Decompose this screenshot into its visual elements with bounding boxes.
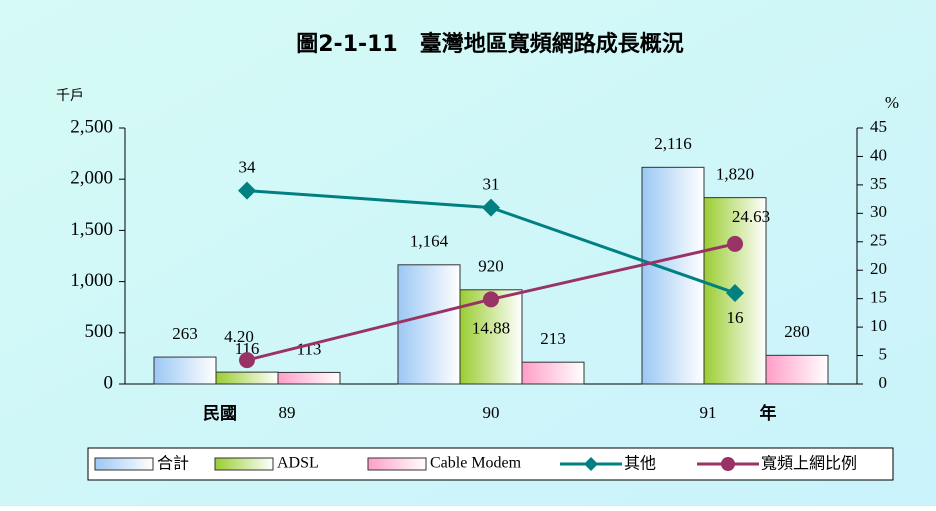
y-tick-label: 500: [85, 321, 114, 342]
y2-tick-label: 10: [870, 316, 887, 335]
bar: [277, 371, 341, 385]
x-tick-label: 89: [279, 403, 296, 422]
y2-tick-label: 35: [870, 174, 887, 193]
chart-title: 圖2-1-11 臺灣地區寬頻網路成長概況: [296, 31, 684, 57]
bar-label: 1,820: [716, 165, 754, 184]
legend-label: 寬頻上網比例: [761, 454, 857, 473]
bar-label: 1,164: [410, 232, 449, 251]
bar: [765, 354, 829, 385]
marker: [726, 283, 744, 302]
bar-label: 116: [235, 339, 260, 358]
y-tick-label: 1,500: [70, 219, 113, 240]
y2-tick-label: 15: [870, 288, 887, 307]
line-label: 14.88: [472, 318, 510, 337]
y2-tick-label: 30: [870, 202, 887, 221]
line-label: 24.63: [732, 207, 770, 226]
legend-swatch: [367, 457, 427, 471]
legend-label: 其他: [624, 454, 656, 473]
bar: [521, 361, 585, 385]
marker: [482, 198, 500, 217]
bar: [397, 264, 461, 385]
x-tick-label: 90: [483, 403, 500, 422]
bar: [215, 371, 279, 385]
x-suffix: 年: [760, 403, 777, 424]
line-label: 16: [727, 308, 744, 327]
y2-tick-label: 40: [870, 145, 887, 164]
marker: [238, 181, 256, 200]
marker: [727, 235, 743, 252]
y2-tick-label: 20: [870, 259, 887, 278]
legend-swatch: [94, 457, 154, 471]
y2-tick-label: 5: [879, 344, 888, 363]
y-tick-label: 2,500: [70, 116, 113, 137]
line-label: 4.20: [224, 327, 254, 346]
bar: [641, 166, 705, 385]
marker: [483, 291, 499, 308]
y2-tick-label: 45: [870, 117, 887, 136]
line-label: 31: [483, 175, 500, 194]
bar: [153, 356, 217, 385]
legend-marker: [584, 457, 598, 471]
y-tick-label: 2,000: [70, 168, 113, 189]
bar-label: 213: [540, 329, 566, 348]
marker: [239, 352, 255, 369]
legend-marker: [721, 457, 735, 471]
bar-label: 920: [478, 257, 504, 276]
y2-tick-label: 0: [879, 373, 888, 392]
bar-label: 2,116: [654, 134, 692, 153]
bar-label: 280: [784, 322, 810, 341]
legend-label: ADSL: [277, 455, 319, 472]
y-tick-label: 0: [104, 372, 114, 393]
legend-label: Cable Modem: [430, 455, 522, 472]
y2-axis-label: %: [885, 93, 899, 112]
y-axis-label: 千戶: [56, 88, 84, 104]
x-prefix: 民國: [203, 404, 237, 424]
y-tick-label: 1,000: [70, 270, 113, 291]
line-label: 34: [239, 157, 257, 176]
x-tick-label: 91: [700, 403, 717, 422]
legend-swatch: [214, 457, 274, 471]
bar-label: 263: [172, 324, 198, 343]
legend-label: 合計: [157, 454, 189, 473]
y2-tick-label: 25: [870, 231, 887, 250]
